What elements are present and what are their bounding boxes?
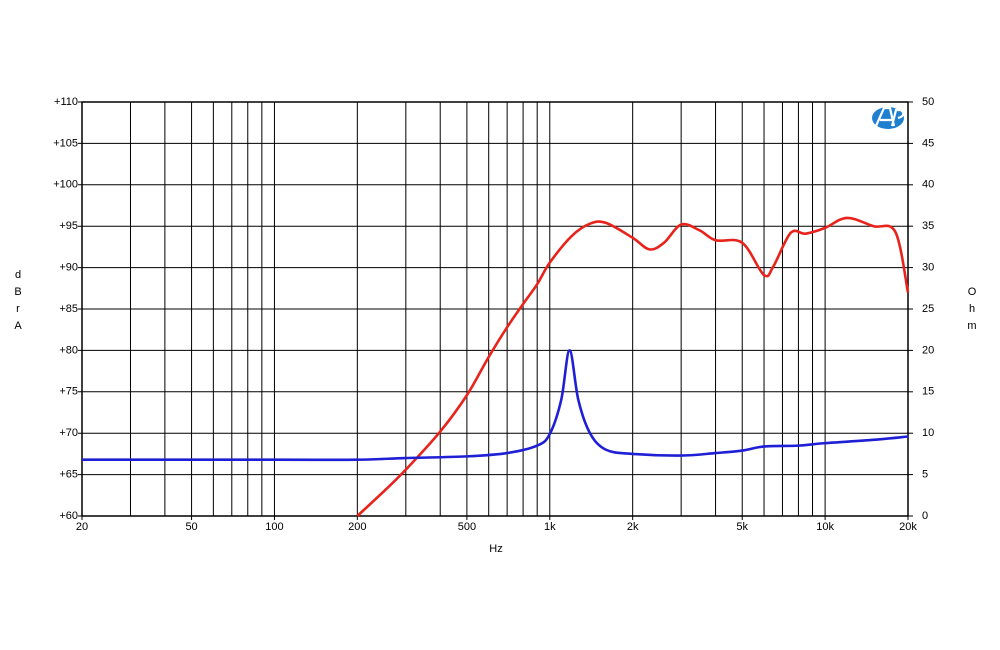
- y-tick-label: +110: [54, 96, 78, 108]
- y2-tick-label: 5: [922, 469, 928, 481]
- y-tick-label: +60: [59, 510, 78, 522]
- x-tick-label: 2k: [627, 521, 639, 533]
- y2-tick-label: 35: [922, 220, 934, 232]
- x-tick-label: 500: [458, 521, 476, 533]
- y2-tick-label: 20: [922, 344, 934, 356]
- y-tick-label: +100: [53, 179, 78, 191]
- y-tick-label: +75: [59, 386, 78, 398]
- y-tick-label: +70: [59, 427, 78, 439]
- y2-tick-label: 50: [922, 96, 934, 108]
- y-tick-label: +105: [53, 137, 78, 149]
- y2-tick-label: 25: [922, 303, 934, 315]
- y2-tick-label: 30: [922, 262, 934, 274]
- x-tick-label: 20k: [899, 521, 917, 533]
- x-tick-label: 100: [265, 521, 283, 533]
- x-tick-label: 1k: [544, 521, 556, 533]
- y-tick-label: +95: [59, 220, 78, 232]
- y-tick-label: +65: [59, 469, 78, 481]
- x-tick-label: 20: [76, 521, 88, 533]
- x-tick-label: 200: [348, 521, 366, 533]
- x-axis-title: Hz: [489, 543, 502, 555]
- x-tick-label: 10k: [816, 521, 834, 533]
- y-tick-label: +85: [59, 303, 78, 315]
- y-tick-label: +90: [59, 262, 78, 274]
- series-line: [356, 216, 910, 517]
- logo: [872, 106, 905, 129]
- x-tick-label: 5k: [736, 521, 748, 533]
- y2-tick-label: 45: [922, 137, 934, 149]
- y2-tick-label: 10: [922, 427, 934, 439]
- y-tick-label: +80: [59, 344, 78, 356]
- y2-tick-label: 40: [922, 179, 934, 191]
- series-line: [82, 349, 909, 462]
- y2-tick-label: 15: [922, 386, 934, 398]
- y2-tick-label: 0: [922, 510, 928, 522]
- x-tick-label: 50: [185, 521, 197, 533]
